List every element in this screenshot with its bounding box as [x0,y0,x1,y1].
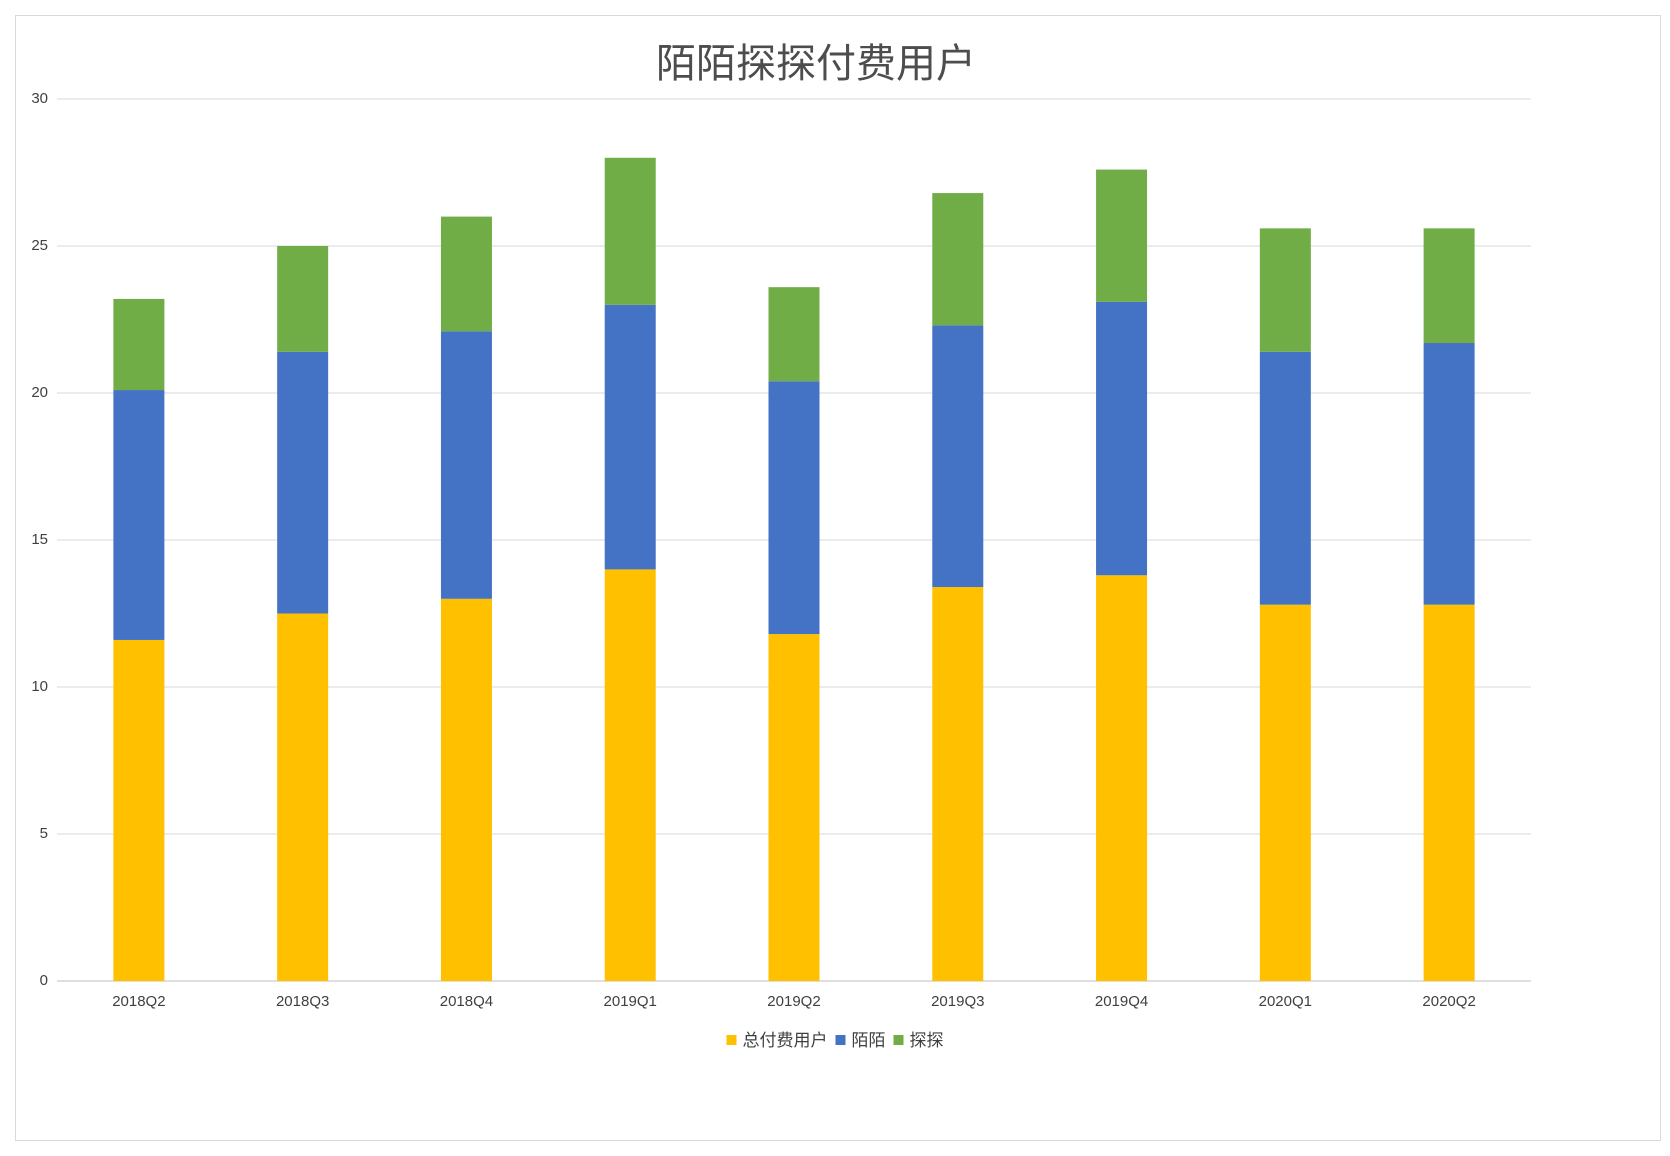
x-tick-label: 2019Q4 [1095,993,1148,1010]
bars [113,157,1475,981]
x-tick-label: 2019Q1 [604,993,657,1010]
bar-segment [932,325,984,588]
legend-swatch [726,1035,737,1045]
bar-segment [277,351,329,614]
legend-swatch [893,1035,904,1045]
legend-label: 探探 [910,1031,944,1051]
legend-label: 总付费用户 [743,1031,828,1051]
bar-segment [1259,228,1311,352]
bar-segment [113,298,165,391]
y-tick-label: 10 [31,678,48,695]
bar-segment [277,613,329,981]
y-tick-label: 30 [31,90,48,107]
bar-segment [768,287,820,382]
bar-segment [768,381,820,635]
bar-segment [113,639,165,981]
y-tick-label: 25 [31,237,48,254]
bar-segment [1259,604,1311,981]
bar-segment [1423,228,1475,344]
y-tick-label: 0 [40,972,48,989]
x-tick-label: 2018Q3 [276,993,329,1010]
x-tick-label: 2020Q1 [1259,993,1312,1010]
bar-segment [1423,343,1475,605]
legend-label: 陌陌 [852,1031,886,1051]
x-tick-label: 2019Q2 [767,993,820,1010]
y-tick-label: 5 [40,825,48,842]
x-tick-label: 2018Q4 [440,993,493,1010]
bar-segment [932,193,984,326]
x-tick-label: 2020Q2 [1422,993,1475,1010]
y-tick-label: 15 [31,531,48,548]
x-tick-label: 2018Q2 [112,993,165,1010]
y-axis-ticks: 0 5 10 15 20 25 30 [31,90,48,989]
bar-segment [440,598,492,981]
bar-segment [440,331,492,599]
bar-segment [768,634,820,981]
legend-swatch [835,1035,846,1045]
bar-segment [1096,575,1148,981]
chart-title: 陌陌探探付费用户 [656,41,976,87]
bar-segment [1259,351,1311,605]
bar-segment [1096,169,1148,302]
bar-segment [440,216,492,332]
chart-frame: 陌陌探探付费用户 0 5 10 15 20 25 30 2018Q2 2018Q3 2018Q4… [15,15,1661,1141]
bar-segment [1096,301,1148,576]
bar-segment [604,304,656,570]
bar-segment [1423,604,1475,981]
bar-segment [277,246,329,352]
legend: 总付费用户 陌陌 探探 [726,1031,944,1051]
bar-segment [932,587,984,981]
bar-segment [604,569,656,981]
bar-segment [113,390,165,640]
chart-svg: 陌陌探探付费用户 0 5 10 15 20 25 30 2018Q2 2018Q3 2018Q4… [31,41,1531,1051]
x-tick-label: 2019Q3 [931,993,984,1010]
bar-segment [604,157,656,305]
x-axis-ticks: 2018Q2 2018Q3 2018Q4 2019Q1 2019Q2 2019Q3 2019… [112,993,1476,1010]
y-tick-label: 20 [31,384,48,401]
